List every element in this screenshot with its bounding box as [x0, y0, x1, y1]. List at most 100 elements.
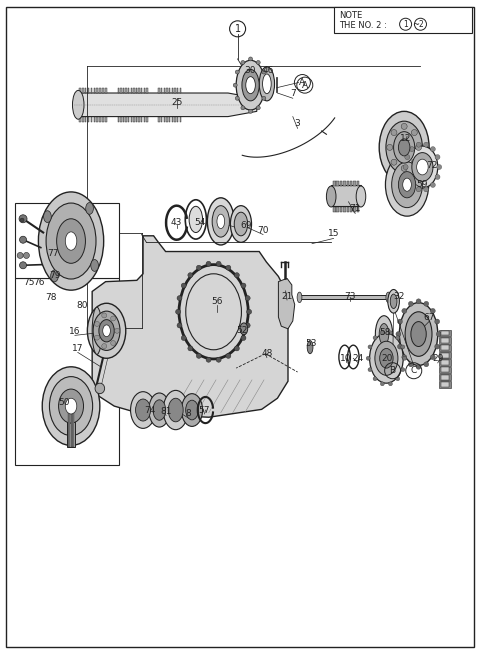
- Text: 29: 29: [432, 354, 444, 364]
- Ellipse shape: [386, 121, 422, 174]
- Circle shape: [430, 355, 435, 360]
- Ellipse shape: [230, 206, 252, 242]
- Ellipse shape: [356, 186, 366, 207]
- Bar: [144, 117, 145, 122]
- Bar: [105, 88, 107, 93]
- Circle shape: [416, 144, 421, 151]
- Circle shape: [188, 346, 193, 351]
- Text: NOTE: NOTE: [339, 10, 363, 20]
- Bar: [88, 117, 89, 122]
- Circle shape: [216, 357, 221, 362]
- Circle shape: [241, 335, 246, 341]
- Bar: [120, 117, 121, 122]
- Bar: [131, 117, 132, 122]
- Text: 75: 75: [23, 278, 35, 288]
- Circle shape: [235, 96, 239, 100]
- Ellipse shape: [95, 383, 105, 394]
- Bar: [333, 181, 336, 186]
- Text: 12: 12: [400, 134, 411, 143]
- Bar: [15, 278, 119, 465]
- Bar: [131, 88, 132, 93]
- Circle shape: [95, 335, 99, 340]
- Ellipse shape: [189, 206, 203, 233]
- Ellipse shape: [399, 303, 438, 365]
- Ellipse shape: [307, 341, 313, 354]
- Bar: [350, 181, 352, 186]
- Text: 59: 59: [417, 180, 428, 189]
- Ellipse shape: [386, 292, 391, 303]
- Text: A: A: [300, 78, 305, 87]
- Bar: [138, 88, 140, 93]
- Circle shape: [245, 323, 250, 328]
- Ellipse shape: [259, 67, 275, 101]
- Circle shape: [235, 70, 239, 74]
- Bar: [167, 117, 168, 122]
- Bar: [172, 117, 173, 122]
- Circle shape: [416, 364, 421, 369]
- Bar: [347, 207, 349, 212]
- Bar: [439, 381, 451, 388]
- Bar: [85, 117, 86, 122]
- Text: 1: 1: [235, 24, 240, 34]
- Text: 76: 76: [34, 278, 45, 288]
- Bar: [439, 367, 451, 373]
- Ellipse shape: [394, 132, 415, 163]
- Bar: [138, 117, 140, 122]
- Text: 58: 58: [380, 328, 391, 337]
- Bar: [79, 117, 81, 122]
- Bar: [69, 406, 70, 447]
- Bar: [123, 117, 124, 122]
- Bar: [439, 352, 451, 358]
- Text: 32: 32: [394, 292, 405, 301]
- Circle shape: [241, 106, 245, 110]
- Circle shape: [403, 356, 407, 360]
- Circle shape: [256, 106, 260, 110]
- Bar: [180, 117, 181, 122]
- Circle shape: [396, 331, 401, 337]
- Bar: [94, 88, 95, 93]
- Ellipse shape: [99, 320, 114, 342]
- Bar: [347, 181, 349, 186]
- Circle shape: [391, 130, 397, 136]
- Polygon shape: [278, 278, 295, 329]
- Bar: [441, 367, 449, 372]
- Text: B: B: [390, 366, 396, 375]
- Circle shape: [424, 362, 429, 367]
- Bar: [136, 117, 137, 122]
- Circle shape: [181, 283, 186, 288]
- Circle shape: [401, 367, 405, 371]
- Bar: [174, 117, 176, 122]
- Bar: [82, 88, 84, 93]
- Circle shape: [24, 252, 29, 259]
- Text: 15: 15: [328, 229, 339, 238]
- Bar: [174, 88, 176, 93]
- Circle shape: [262, 70, 266, 74]
- Ellipse shape: [240, 323, 248, 335]
- Bar: [91, 88, 92, 93]
- Text: 25: 25: [171, 98, 182, 107]
- Circle shape: [430, 309, 435, 313]
- Circle shape: [405, 155, 410, 160]
- Ellipse shape: [375, 341, 398, 375]
- Ellipse shape: [86, 202, 94, 214]
- Text: C: C: [410, 366, 417, 375]
- Bar: [169, 88, 170, 93]
- Ellipse shape: [59, 389, 84, 423]
- Bar: [146, 88, 147, 93]
- Bar: [146, 117, 147, 122]
- Circle shape: [411, 130, 417, 136]
- Bar: [141, 88, 142, 93]
- Circle shape: [177, 295, 182, 301]
- Text: 17: 17: [72, 344, 84, 353]
- Ellipse shape: [163, 390, 188, 430]
- Text: 71: 71: [349, 204, 361, 213]
- Bar: [68, 406, 69, 447]
- Text: A: A: [302, 81, 308, 90]
- Bar: [439, 330, 451, 336]
- Text: 43: 43: [171, 218, 182, 227]
- Bar: [357, 181, 359, 186]
- Bar: [133, 117, 134, 122]
- Ellipse shape: [135, 399, 151, 421]
- Bar: [167, 88, 168, 93]
- Bar: [340, 181, 342, 186]
